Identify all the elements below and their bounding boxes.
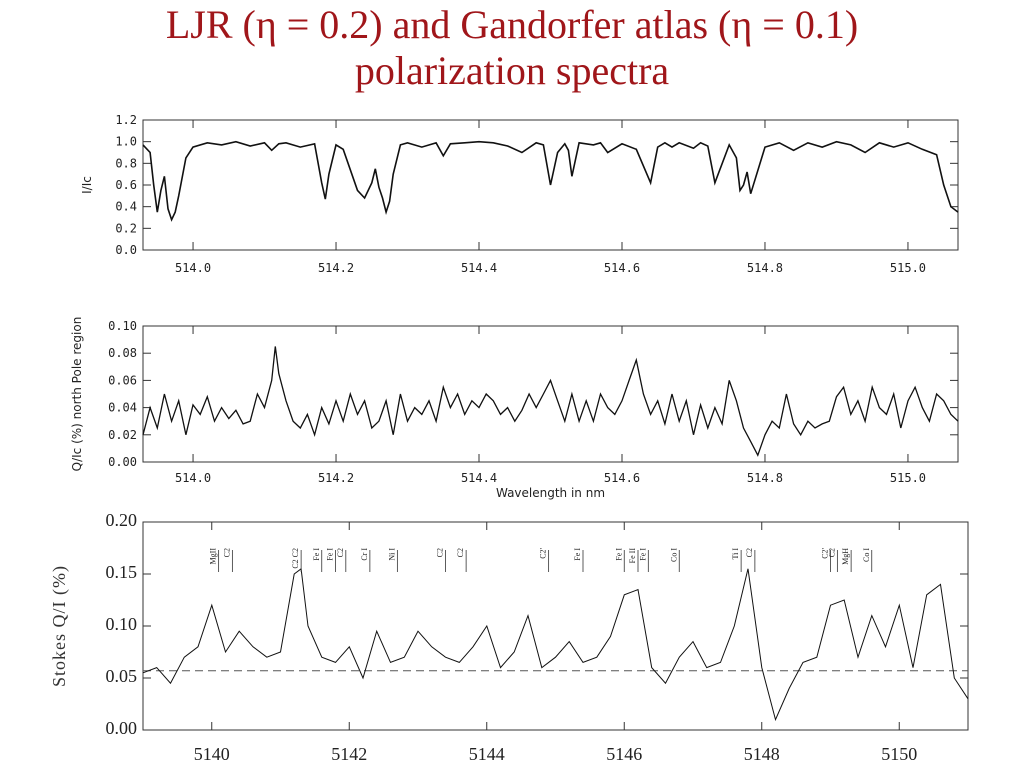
y-tick-label: 0.15 bbox=[106, 562, 138, 582]
x-tick-label: 5146 bbox=[606, 744, 642, 764]
y-tick-label: 0.10 bbox=[108, 319, 137, 333]
intensity-spectrum-chart: 0.0 0.2 0.4 0.6 0.8 1.0 1.2 514.0 514.2 514.4 514.… bbox=[80, 113, 959, 275]
x-tick-label: 5140 bbox=[194, 744, 230, 764]
line-id-label: Co I bbox=[862, 548, 871, 562]
x-tick-label: 514.8 bbox=[747, 261, 783, 275]
x-tick-label: 5142 bbox=[331, 744, 367, 764]
line-id-label: Fe I bbox=[638, 548, 647, 561]
spectrum-line bbox=[142, 567, 969, 722]
x-tick-label: 514.4 bbox=[461, 471, 497, 485]
line-id-label: MgH bbox=[841, 548, 850, 565]
y-axis-title: I/Ic bbox=[80, 176, 94, 194]
line-id-label: Ti I bbox=[731, 548, 740, 560]
x-tick-label: 514.8 bbox=[747, 471, 783, 485]
line-id-label: Co I bbox=[669, 548, 678, 562]
y-tick-label: 1.2 bbox=[115, 113, 137, 127]
y-tick-label: 0.05 bbox=[106, 666, 138, 686]
x-tick-label: 514.6 bbox=[604, 471, 640, 485]
line-id-label: C2' bbox=[821, 547, 830, 558]
y-tick-label: 0.02 bbox=[108, 428, 137, 442]
x-tick-label: 514.0 bbox=[175, 261, 211, 275]
x-tick-label: 514.2 bbox=[318, 261, 354, 275]
line-id-label: Cr I bbox=[360, 548, 369, 561]
spectrum-line bbox=[142, 346, 959, 457]
y-axis-title: Q/Ic (%) north Pole region bbox=[70, 317, 84, 472]
y-tick-label: 0.04 bbox=[108, 401, 137, 415]
x-tick-label: 514.2 bbox=[318, 471, 354, 485]
line-id-label: Fe I bbox=[312, 548, 321, 561]
y-tick-label: 1.0 bbox=[115, 135, 137, 149]
y-tick-label: 0.10 bbox=[106, 614, 138, 634]
line-id-label: MgII bbox=[209, 548, 218, 565]
y-tick-label: 0.2 bbox=[115, 221, 137, 235]
x-tick-label: 515.0 bbox=[890, 471, 926, 485]
y-tick-label: 0.6 bbox=[115, 178, 137, 192]
x-tick-label: 515.0 bbox=[890, 261, 926, 275]
line-id-label: C2 bbox=[456, 548, 465, 557]
line-id-label: C2 bbox=[336, 548, 345, 557]
line-id-label: Fe I bbox=[614, 548, 623, 561]
y-tick-label: 0.00 bbox=[108, 455, 137, 469]
line-id-label: C2 C2 bbox=[291, 548, 300, 569]
slide-title: LJR (η = 0.2) and Gandorfer atlas (η = 0… bbox=[0, 2, 1024, 94]
y-tick-label: 0.20 bbox=[106, 510, 138, 530]
y-tick-label: 0.4 bbox=[115, 200, 137, 214]
x-tick-label: 5144 bbox=[469, 744, 505, 764]
line-id-label: Fe I bbox=[326, 548, 335, 561]
line-id-label: C2' bbox=[539, 547, 548, 558]
line-id-label: Fe II bbox=[628, 548, 637, 564]
north-pole-polarization-chart: 0.00 0.02 0.04 0.06 0.08 0.10 514.0 514.2 514.4 5… bbox=[70, 317, 959, 500]
slide-title-line1: LJR (η = 0.2) and Gandorfer atlas (η = 0… bbox=[165, 2, 859, 47]
y-tick-label: 0.08 bbox=[108, 346, 137, 360]
line-id-label: Ni I bbox=[387, 548, 396, 561]
plot-frame bbox=[142, 325, 959, 463]
spectrum-line bbox=[142, 140, 959, 222]
x-axis-title: Wavelength in nm bbox=[496, 486, 605, 500]
x-tick-label: 5148 bbox=[744, 744, 780, 764]
line-id-label: C2 bbox=[827, 548, 836, 557]
line-id-label: Fe I bbox=[573, 548, 582, 561]
y-tick-label: 0.8 bbox=[115, 156, 137, 170]
y-tick-label: 0.00 bbox=[106, 718, 138, 738]
x-tick-label: 514.0 bbox=[175, 471, 211, 485]
slide-title-line2: polarization spectra bbox=[354, 48, 670, 93]
y-tick-label: 0.06 bbox=[108, 373, 137, 387]
x-tick-label: 514.6 bbox=[604, 261, 640, 275]
line-id-label: C2 bbox=[745, 548, 754, 557]
x-tick-label: 514.4 bbox=[461, 261, 497, 275]
line-id-label: C2 bbox=[222, 548, 231, 557]
y-axis-title: Stokes Q/I (%) bbox=[49, 565, 70, 687]
line-id-label: C2 bbox=[436, 548, 445, 557]
x-tick-label: 5150 bbox=[881, 744, 917, 764]
y-tick-label: 0.0 bbox=[115, 243, 137, 257]
